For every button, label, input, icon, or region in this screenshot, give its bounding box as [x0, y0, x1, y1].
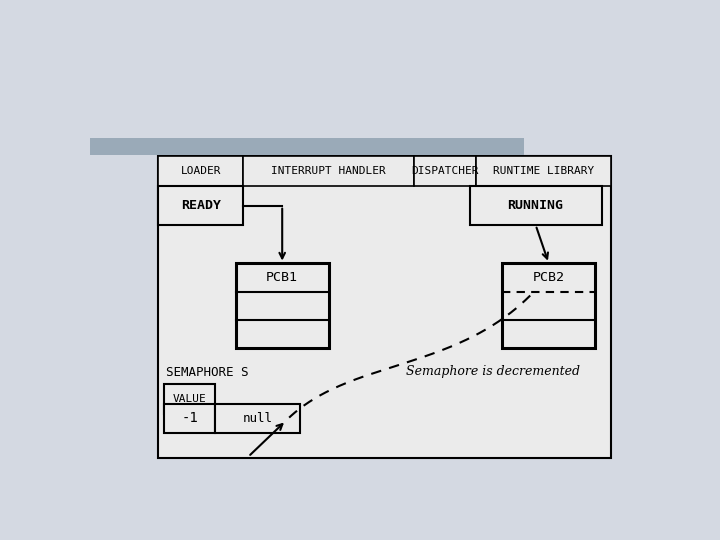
Text: RUNTIME LIBRARY: RUNTIME LIBRARY: [492, 166, 594, 176]
Bar: [243, 156, 414, 186]
Text: RUNNING: RUNNING: [508, 199, 564, 212]
Text: VALUE: VALUE: [173, 394, 207, 404]
Bar: [503, 264, 595, 348]
Bar: [476, 156, 611, 186]
Bar: [158, 156, 611, 457]
Text: INTERRUPT HANDLER: INTERRUPT HANDLER: [271, 166, 386, 176]
Text: SEMAPHORE S: SEMAPHORE S: [166, 366, 248, 379]
Text: Semaphore is decremented: Semaphore is decremented: [406, 364, 580, 378]
Bar: [90, 138, 524, 155]
Bar: [215, 403, 300, 433]
Text: DISPATCHER: DISPATCHER: [411, 166, 479, 176]
Text: READY: READY: [181, 199, 221, 212]
Bar: [469, 186, 601, 225]
Bar: [235, 264, 329, 348]
Bar: [158, 156, 243, 186]
Bar: [164, 384, 215, 414]
Text: null: null: [243, 411, 272, 425]
Text: PCB1: PCB1: [266, 271, 298, 284]
Bar: [164, 403, 215, 433]
Bar: [158, 186, 243, 225]
Text: -1: -1: [181, 411, 198, 425]
Text: LOADER: LOADER: [181, 166, 221, 176]
Bar: [414, 156, 476, 186]
Text: PCB2: PCB2: [533, 271, 564, 284]
